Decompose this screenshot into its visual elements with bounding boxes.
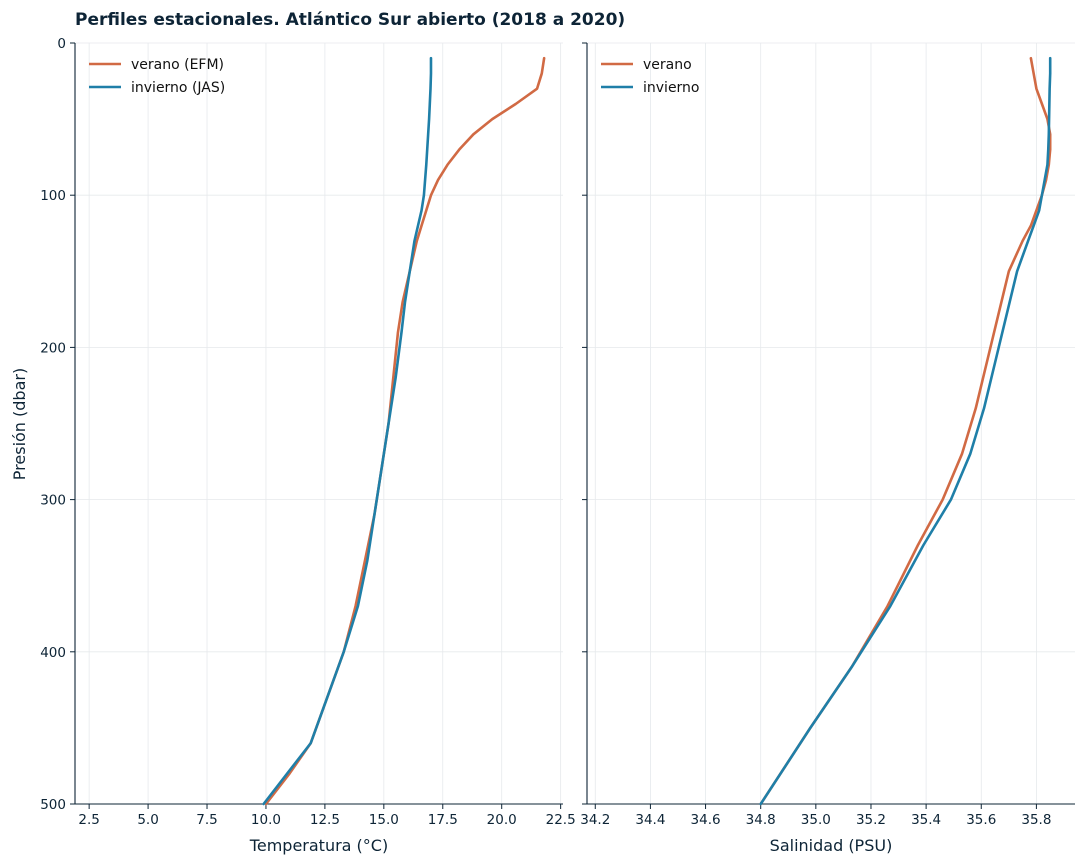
x-tick-label: 34.4 <box>635 812 665 828</box>
series-line <box>759 56 1052 806</box>
y-axis-label: Presión (dbar) <box>10 368 29 480</box>
legend-label: invierno (JAS) <box>131 80 225 96</box>
y-tick-label: 0 <box>57 36 66 52</box>
x-tick-label: 34.2 <box>580 812 610 828</box>
series-line <box>759 56 1052 806</box>
y-tick-label: 100 <box>40 188 66 204</box>
temperature-panel: 2.5 5.0 7.5 10.0 12.5 15.0 17.5 20.0 22.5 0 100 200… <box>40 36 575 855</box>
legend-label: invierno <box>643 80 700 96</box>
x-tick-label: 17.5 <box>428 812 458 828</box>
x-tick-label: 12.5 <box>310 812 340 828</box>
x-tick-label: 22.5 <box>546 812 576 828</box>
y-tick-label: 400 <box>40 645 66 661</box>
x-tick-label: 15.0 <box>369 812 399 828</box>
salinity-panel: 34.2 34.4 34.6 34.8 35.0 35.2 35.4 35.6 35.8 Sali… <box>580 42 1075 855</box>
x-tick-label: 34.6 <box>691 812 721 828</box>
series-line <box>262 56 433 806</box>
series-line <box>264 56 546 806</box>
x-axis-label: Temperatura (°C) <box>249 836 388 855</box>
legend-label: verano <box>643 57 692 73</box>
y-tick-label: 300 <box>40 493 66 509</box>
x-tick-label: 35.6 <box>966 812 996 828</box>
x-tick-label: 20.0 <box>487 812 517 828</box>
x-tick-label: 35.8 <box>1021 812 1051 828</box>
x-tick-label: 7.5 <box>196 812 217 828</box>
x-tick-label: 35.4 <box>911 812 941 828</box>
y-tick-label: 200 <box>40 340 66 356</box>
legend-label: verano (EFM) <box>131 57 224 73</box>
x-axis-label: Salinidad (PSU) <box>770 836 893 855</box>
x-tick-label: 5.0 <box>137 812 158 828</box>
x-tick-label: 35.0 <box>801 812 831 828</box>
x-tick-label: 35.2 <box>856 812 886 828</box>
x-tick-label: 2.5 <box>78 812 99 828</box>
chart-title: Perfiles estacionales. Atlántico Sur abi… <box>75 10 625 30</box>
x-tick-label: 10.0 <box>251 812 281 828</box>
x-tick-label: 34.8 <box>746 812 776 828</box>
y-tick-label: 500 <box>40 797 66 813</box>
